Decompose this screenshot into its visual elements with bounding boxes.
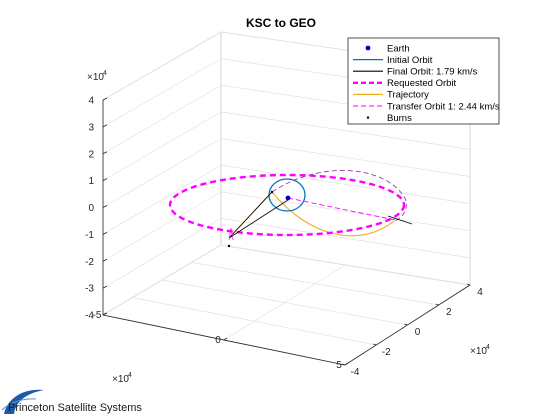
svg-text:×10: ×10	[87, 72, 104, 83]
x-tick-mark	[344, 362, 349, 366]
z-tick-mark	[102, 97, 108, 101]
x-tick-mark	[102, 312, 107, 316]
legend-label: Burns	[387, 113, 412, 124]
y-grid-line	[220, 244, 471, 286]
legend-entry: Earth	[365, 43, 410, 54]
z-tick-mark	[102, 232, 108, 235]
z-grid-line	[220, 138, 471, 177]
y-grid-line	[191, 262, 439, 306]
z-tick-label: -4	[85, 311, 94, 322]
z-grid-line	[102, 31, 222, 101]
legend-swatch	[366, 116, 370, 119]
y-tick-label: 2	[446, 307, 452, 318]
z-tick-mark	[102, 258, 108, 262]
legend-entry: Initial Orbit	[353, 55, 433, 66]
legend-swatch	[365, 45, 371, 51]
svg-text:×10: ×10	[470, 346, 487, 357]
x-tick-mark	[223, 337, 228, 341]
legend-label: Trajectory	[387, 90, 429, 101]
z-tick-mark	[102, 205, 108, 208]
legend-label: Requested Orbit	[387, 78, 457, 89]
legend-entry: Final Orbit: 1.79 km/s	[353, 67, 478, 78]
z-tick-label: 2	[88, 149, 94, 160]
legend-entry: Burns	[366, 113, 412, 124]
y-tick-mark	[373, 343, 377, 346]
x-tick-label: 5	[336, 360, 342, 371]
z-grid-line	[220, 164, 471, 204]
z-tick-label: 3	[88, 122, 94, 133]
legend-label: Final Orbit: 1.79 km/s	[387, 67, 478, 78]
z-tick-label: 4	[88, 96, 94, 107]
y-tick-label: 0	[415, 327, 421, 338]
z-grid-line	[220, 191, 471, 232]
burn-marker	[270, 190, 274, 194]
svg-text:4: 4	[103, 70, 107, 77]
y-exponent-label: ×10 4	[470, 344, 490, 357]
z-tick-label: 0	[88, 203, 94, 214]
y-grid-line	[161, 279, 408, 326]
company-name: Princeton Satellite Systems	[8, 402, 142, 414]
y-grid-line	[132, 297, 377, 346]
y-axis-ticks: -4 -2 0 2 4	[341, 283, 483, 378]
y-tick-label: -4	[351, 367, 360, 378]
x-tick-label: -5	[93, 310, 102, 321]
y-tick-mark	[435, 303, 439, 306]
z-grid-line	[102, 138, 222, 208]
z-tick-mark	[102, 151, 108, 155]
z-grid-line	[102, 111, 222, 181]
burn-spike	[228, 227, 234, 241]
plot-area	[168, 170, 413, 248]
legend-entry: Requested Orbit	[353, 78, 457, 89]
x-tick-label: 0	[215, 335, 221, 346]
z-grid-line	[102, 218, 222, 289]
z-tick-mark	[102, 178, 108, 181]
z-tick-label: -1	[85, 230, 94, 241]
z-grid-line	[102, 58, 222, 128]
z-grid-line	[102, 84, 222, 155]
requested-orbit-line	[168, 173, 406, 237]
z-grid-line	[220, 111, 471, 150]
axis-lines	[102, 100, 471, 366]
z-grid-line	[220, 218, 471, 259]
y-tick-mark	[404, 323, 408, 326]
z-tick-label: -2	[85, 257, 94, 268]
earth-marker	[285, 195, 291, 201]
burn-marker	[227, 244, 231, 248]
z-tick-label: -3	[85, 284, 94, 295]
svg-text:×10: ×10	[112, 374, 129, 385]
transfer-dash-segment	[287, 197, 396, 221]
z-tick-mark	[102, 124, 108, 128]
legend-label: Initial Orbit	[387, 55, 433, 66]
legend-label: Transfer Orbit 1: 2.44 km/s	[387, 101, 500, 112]
y-tick-label: -2	[382, 347, 391, 358]
final-orbit-line	[228, 191, 413, 239]
x-axis-ticks: -5 0 5	[93, 310, 349, 371]
z-tick-mark	[102, 285, 108, 289]
legend-entry: Trajectory	[353, 90, 429, 101]
logo-swoosh-icon	[4, 389, 44, 414]
z-exponent-label: ×10 4	[87, 70, 107, 83]
y-tick-label: 4	[477, 287, 483, 298]
z-grid-line	[102, 164, 222, 235]
company-logo	[1, 389, 44, 414]
z-grid-line	[102, 191, 222, 262]
y-tick-mark	[466, 283, 471, 286]
legend-entry: Transfer Orbit 1: 2.44 km/s	[353, 101, 500, 112]
legend-label: Earth	[387, 43, 410, 54]
z-axis-ticks: -4 -3 -2 -1 0 1 2 3 4	[85, 96, 108, 322]
transfer-orbit-line	[271, 170, 407, 222]
y-tick-mark	[341, 363, 346, 366]
chart-title: KSC to GEO	[246, 16, 316, 30]
z-tick-label: 1	[88, 176, 94, 187]
svg-text:4: 4	[128, 372, 132, 379]
x-exponent-label: ×10 4	[112, 372, 132, 385]
svg-text:4: 4	[486, 344, 490, 351]
